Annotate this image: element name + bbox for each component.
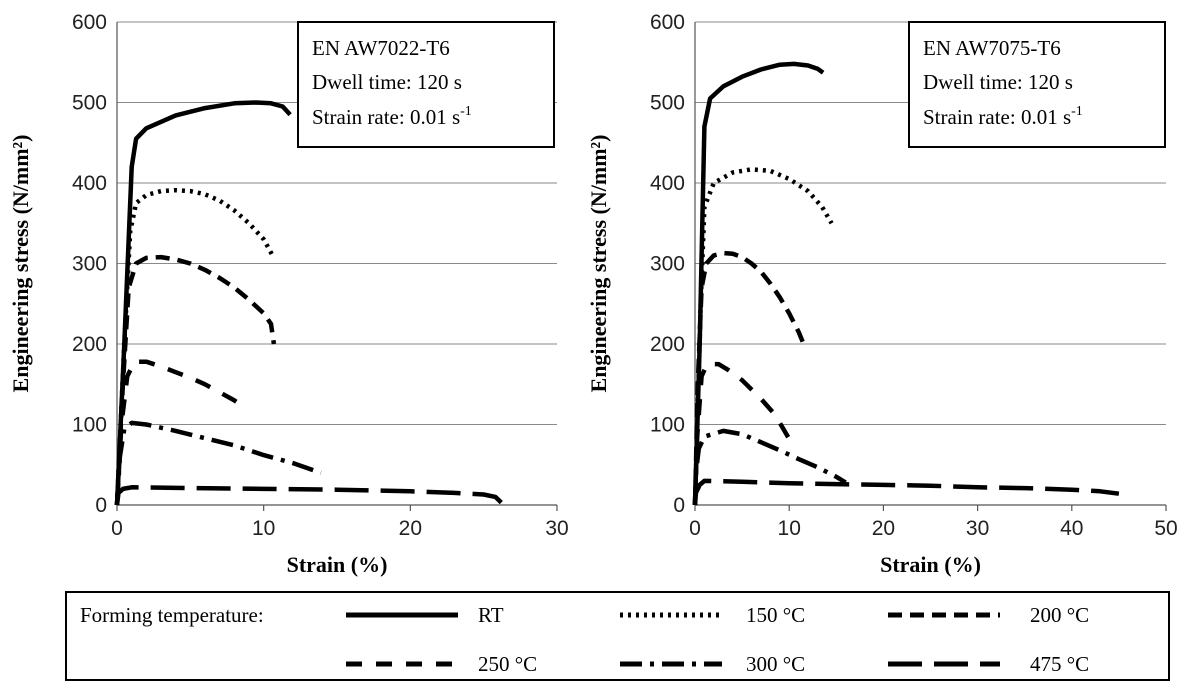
annotation-alloy: EN AW7022-T6 xyxy=(312,36,450,60)
y-tick-label: 600 xyxy=(650,11,685,34)
annotation-dwell: Dwell time: 120 s xyxy=(923,70,1073,94)
y-tick-label: 500 xyxy=(650,92,685,115)
series-line-200 xyxy=(692,250,807,506)
y-tick-label: 200 xyxy=(72,333,107,356)
series-line-300 xyxy=(114,420,322,506)
x-tick-label: 30 xyxy=(966,517,989,540)
legend-label-200: 200 °C xyxy=(1030,603,1089,627)
series-line-150 xyxy=(692,167,834,506)
series-line-250 xyxy=(114,359,248,506)
y-tick-label: 200 xyxy=(650,333,685,356)
series-line-475 xyxy=(114,485,503,506)
x-tick-label: 20 xyxy=(399,517,422,540)
annotation-rate: Strain rate: 0.01 s-1 xyxy=(312,104,472,129)
x-tick-label: 10 xyxy=(778,517,801,540)
series-line-rt xyxy=(692,61,825,506)
annotation-box-right: EN AW7075-T6 Dwell time: 120 s Strain ra… xyxy=(908,21,1166,148)
annotation-rate-text: Strain rate: 0.01 s xyxy=(923,105,1071,129)
series-line-rt xyxy=(114,100,292,506)
annotation-dwell: Dwell time: 120 s xyxy=(312,70,462,94)
legend-label-300: 300 °C xyxy=(746,652,805,676)
x-tick-label: 30 xyxy=(545,517,568,540)
x-tick-label: 0 xyxy=(689,517,701,540)
legend-label-rt: RT xyxy=(478,603,504,627)
legend-label-475: 475 °C xyxy=(1030,652,1089,676)
y-tick-label: 100 xyxy=(72,414,107,437)
y-tick-label: 0 xyxy=(95,494,107,517)
x-axis-label: Strain (%) xyxy=(880,552,981,577)
series-line-200 xyxy=(114,254,277,506)
x-tick-label: 40 xyxy=(1060,517,1083,540)
annotation-rate: Strain rate: 0.01 s-1 xyxy=(923,104,1083,129)
y-axis-label: Engineering stress (N/mm²) xyxy=(8,135,33,393)
legend: Forming temperature: RT 150 °C 200 °C 25… xyxy=(65,591,1170,681)
y-tick-label: 600 xyxy=(72,11,107,34)
series-line-475 xyxy=(692,478,1120,506)
chart-right: 0 100 200 300 400 500 600 0 10 20 30 40 50 Strain (%)… xyxy=(586,11,1178,577)
x-tick-label: 20 xyxy=(872,517,895,540)
x-tick-label: 0 xyxy=(111,517,123,540)
y-axis-label: Engineering stress (N/mm²) xyxy=(586,135,611,393)
legend-label-150: 150 °C xyxy=(746,603,805,627)
y-tick-label: 300 xyxy=(72,253,107,276)
legend-title: Forming temperature: xyxy=(80,603,264,627)
x-tick-label: 50 xyxy=(1154,517,1177,540)
series-line-150 xyxy=(114,187,275,506)
series-line-300 xyxy=(692,428,847,506)
series-line-250 xyxy=(692,361,796,506)
annotation-alloy: EN AW7075-T6 xyxy=(923,36,1061,60)
annotation-rate-sup: -1 xyxy=(1071,104,1083,119)
y-tick-label: 300 xyxy=(650,253,685,276)
x-tick-label: 10 xyxy=(252,517,275,540)
annotation-box-left: EN AW7022-T6 Dwell time: 120 s Strain ra… xyxy=(297,21,555,148)
annotation-rate-text: Strain rate: 0.01 s xyxy=(312,105,460,129)
annotation-rate-sup: -1 xyxy=(460,104,472,119)
chart-left: 0 100 200 300 400 500 600 0 10 20 30 Strain (%) Engi… xyxy=(8,11,569,577)
y-tick-label: 500 xyxy=(72,92,107,115)
legend-label-250: 250 °C xyxy=(478,652,537,676)
y-tick-label: 100 xyxy=(650,414,685,437)
y-tick-label: 400 xyxy=(72,172,107,195)
y-tick-label: 400 xyxy=(650,172,685,195)
x-axis-label: Strain (%) xyxy=(287,552,388,577)
y-tick-label: 0 xyxy=(673,494,685,517)
